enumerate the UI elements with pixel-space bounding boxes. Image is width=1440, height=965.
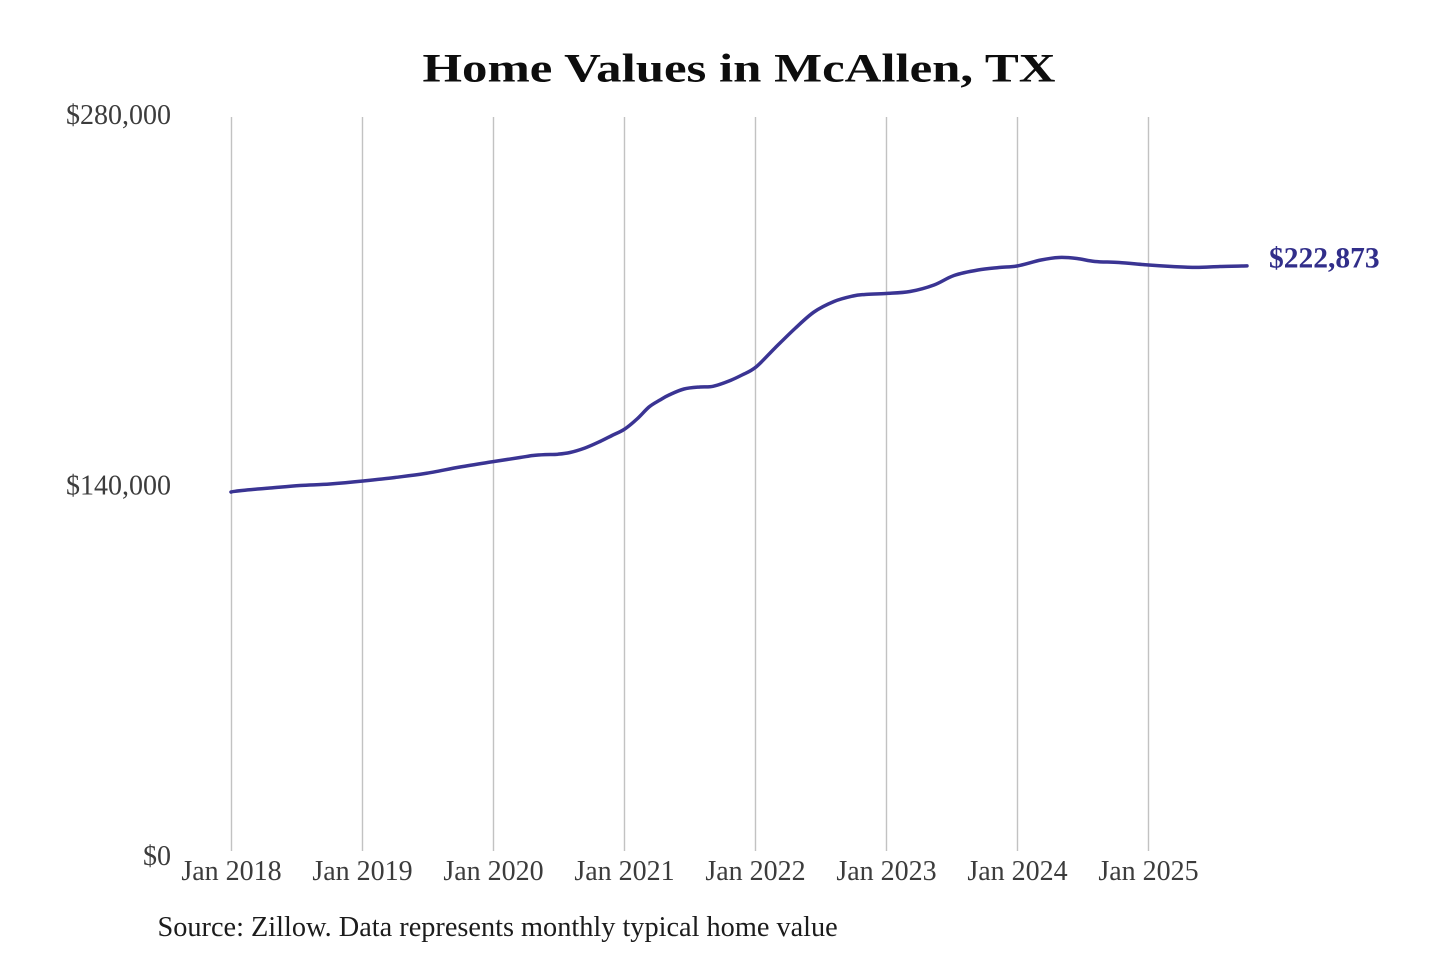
svg-text:Home Values in McAllen, TX: Home Values in McAllen, TX xyxy=(423,46,1056,91)
svg-text:Source: Zillow. Data represent: Source: Zillow. Data represents monthly … xyxy=(158,912,838,943)
svg-text:Jan 2023: Jan 2023 xyxy=(836,856,936,887)
svg-text:$140,000: $140,000 xyxy=(66,471,171,502)
svg-text:Jan 2021: Jan 2021 xyxy=(574,856,674,887)
svg-text:Jan 2025: Jan 2025 xyxy=(1098,856,1198,887)
svg-text:Jan 2022: Jan 2022 xyxy=(705,856,805,887)
svg-text:Jan 2018: Jan 2018 xyxy=(181,856,281,887)
svg-text:Jan 2024: Jan 2024 xyxy=(967,856,1067,887)
svg-text:Jan 2020: Jan 2020 xyxy=(443,856,543,887)
svg-text:$280,000: $280,000 xyxy=(66,100,171,131)
svg-text:$0: $0 xyxy=(143,841,171,872)
svg-text:$222,873: $222,873 xyxy=(1269,243,1380,275)
svg-text:Jan 2019: Jan 2019 xyxy=(312,856,412,887)
